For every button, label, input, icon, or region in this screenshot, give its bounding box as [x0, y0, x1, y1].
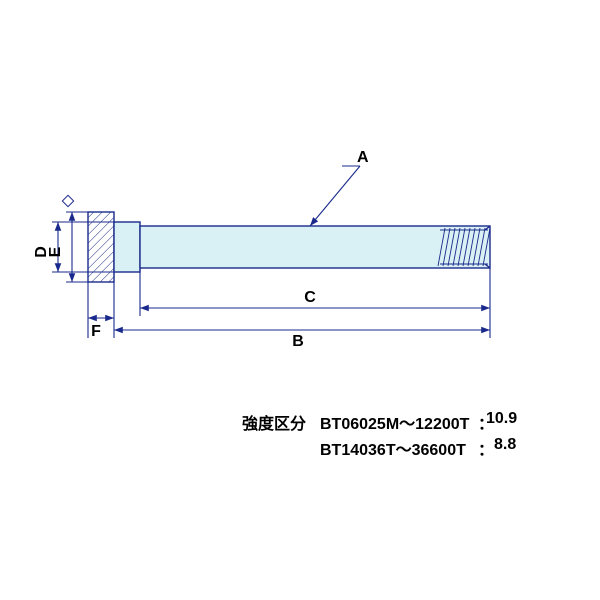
spec-line2-colon: ：: [478, 436, 494, 460]
svg-text:E: E: [47, 246, 64, 257]
spec-title: 強度区分: [242, 410, 306, 434]
svg-text:A: A: [357, 149, 369, 166]
spec-line1-code: BT06025M～12200T: [320, 410, 469, 434]
technical-drawing: DEFBCA: [0, 0, 600, 600]
spec-line1-val: 10.9: [486, 410, 517, 428]
svg-text:B: B: [292, 333, 304, 350]
svg-text:C: C: [304, 289, 316, 306]
svg-text:F: F: [91, 323, 101, 340]
drawing-canvas: DEFBCA 強度区分 BT06025M～12200T ： 10.9 BT140…: [0, 0, 600, 600]
spec-line2-val: 8.8: [494, 436, 516, 454]
spec-line2-code: BT14036T～36600T: [320, 436, 466, 460]
